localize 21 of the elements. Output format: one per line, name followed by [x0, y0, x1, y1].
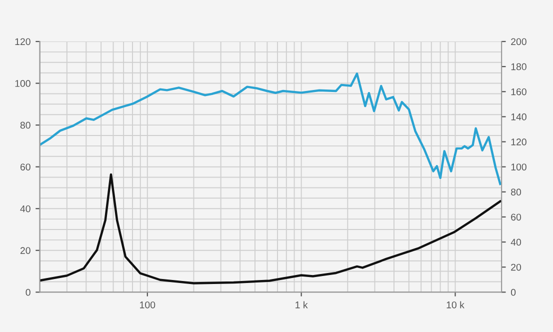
x-tick-label: 100 — [140, 301, 156, 308]
y2-tick-label: 60 — [511, 214, 522, 221]
y2-tick-label: 100 — [511, 164, 526, 170]
y-tick-label: 120 — [15, 38, 30, 46]
x-tick-label: 1 k — [296, 301, 308, 308]
y-tick-label: 40 — [20, 205, 30, 212]
y-tick-label: 20 — [20, 247, 30, 254]
y2-tick-label: 80 — [511, 188, 522, 196]
x-tick-label: 10 k — [446, 301, 464, 308]
y2-tick-label: 200 — [511, 38, 526, 46]
y2-tick-label: 40 — [510, 238, 522, 246]
y-tick-label: 80 — [20, 122, 30, 129]
y-tick-label: 100 — [15, 80, 30, 87]
y-tick-label: 0 — [26, 288, 30, 296]
y2-tick-label: 0 — [510, 288, 516, 296]
y2-tick-label: 20 — [511, 264, 522, 271]
y2-tick-label: 140 — [511, 113, 526, 120]
y2-tick-label: 180 — [511, 63, 526, 70]
y2-tick-label: 120 — [511, 138, 526, 146]
y-tick-label: 60 — [20, 164, 30, 170]
y2-tick-label: 160 — [511, 88, 526, 96]
